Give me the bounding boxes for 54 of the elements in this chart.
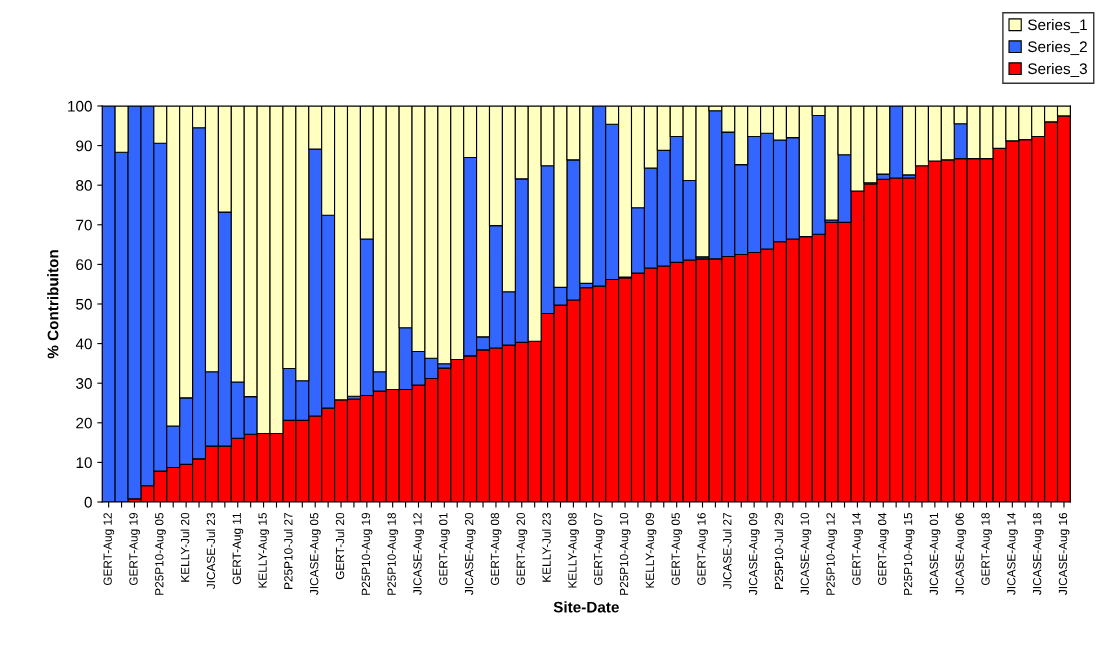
- y-tick-label: 60: [76, 259, 92, 271]
- legend-label: Series_2: [1028, 40, 1087, 56]
- x-axis-title: Site-Date: [553, 601, 619, 613]
- x-tick-label: GERT-Aug 07: [594, 513, 605, 586]
- x-tick-label: GERT-Aug 20: [516, 512, 528, 586]
- y-tick-label: 80: [76, 180, 92, 191]
- x-tick-label: KELLY-Jul 20: [180, 512, 190, 582]
- x-tick-label: JICASE-Aug 06: [955, 512, 967, 595]
- x-tick-label: KELLY-Jul 23: [542, 512, 551, 582]
- x-tick-label: KELLY-Aug 15: [258, 512, 270, 588]
- x-tick-label: GERT-Aug 18: [981, 512, 993, 586]
- x-tick-label: P25P10-Aug 18: [387, 512, 399, 595]
- x-tick-label: GERT-Aug 11: [232, 512, 244, 585]
- x-tick-label: P25P10-Aug 19: [361, 512, 373, 595]
- x-tick-label: GERT-Aug 19: [129, 512, 140, 586]
- y-tick-label: 70: [76, 219, 92, 231]
- legend-label: Series_1: [1028, 18, 1087, 34]
- y-axis-title: % Contribuiton: [47, 250, 59, 359]
- x-tick-label: GERT-Aug 14: [852, 512, 863, 586]
- x-tick-label: P25P10-Jul 29: [774, 512, 784, 589]
- x-tick-label: JICASE-Aug 12: [413, 513, 424, 595]
- x-tick-label: KELLY-Aug 08: [568, 512, 579, 588]
- x-tick-label: JICASE-Aug 10: [800, 512, 812, 595]
- legend-label: Series_3: [1028, 62, 1087, 78]
- x-tick-label: P25P10-Aug 12: [826, 513, 838, 595]
- y-tick-label: 50: [76, 298, 92, 310]
- y-tick-label: 100: [68, 100, 92, 112]
- x-tick-label: JICASE-Jul 23: [206, 512, 216, 589]
- y-tick-label: 90: [76, 140, 92, 152]
- x-tick-label: GERT-Aug 05: [671, 512, 683, 586]
- x-tick-label: JICASE-Aug 16: [1058, 512, 1070, 595]
- x-tick-label: P25P10-Aug 05: [155, 512, 166, 595]
- x-tick-label: GERT-Aug 01: [439, 512, 450, 586]
- y-tick-label: 0: [84, 496, 92, 508]
- x-tick-label: KELLY-Aug 09: [645, 512, 657, 588]
- x-tick-label: JICASE-Aug 09: [748, 512, 760, 595]
- x-tick-label: GERT-Jul 20: [335, 512, 345, 580]
- x-tick-label: GERT-Aug 04: [878, 512, 889, 586]
- x-tick-label: GERT-Aug 16: [697, 512, 709, 586]
- x-tick-label: P25P10-Aug 15: [903, 512, 915, 595]
- y-tick-label: 10: [76, 457, 92, 469]
- x-tick-label: JICASE-Aug 05: [310, 512, 321, 595]
- x-tick-label: JICASE-Aug 18: [1032, 512, 1044, 595]
- y-tick-label: 30: [76, 378, 92, 389]
- x-tick-label: P25P10-Jul 27: [283, 513, 293, 589]
- x-tick-label: JICASE-Aug 01: [929, 512, 941, 595]
- x-tick-label: GERT-Aug 08: [490, 512, 502, 586]
- x-tick-label: P25P10-Aug 10: [619, 512, 631, 595]
- x-tick-label: JICASE-Aug 20: [464, 512, 476, 595]
- y-tick-label: 20: [76, 417, 92, 429]
- x-tick-label: JICASE-Jul 27: [722, 513, 732, 589]
- x-tick-label: GERT-Aug 12: [103, 513, 115, 586]
- x-tick-label: JICASE-Aug 14: [1007, 512, 1018, 595]
- y-tick-label: 40: [75, 338, 92, 350]
